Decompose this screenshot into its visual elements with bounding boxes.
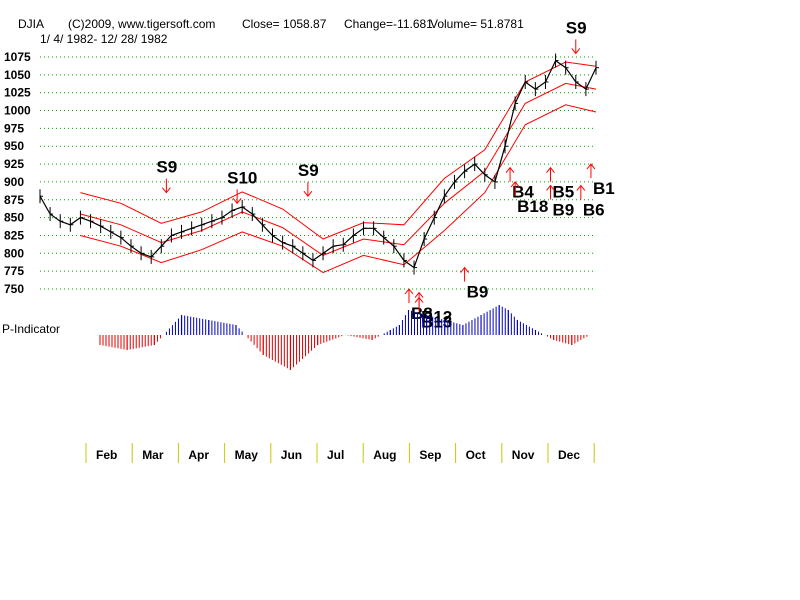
signal-label: S10	[227, 168, 257, 187]
copyright-text: (C)2009, www.tigersoft.com	[68, 17, 215, 31]
buy-arrow-head	[404, 288, 414, 295]
month-label: Sep	[419, 448, 441, 462]
month-label: May	[235, 448, 259, 462]
close-value: Close= 1058.87	[242, 17, 327, 31]
month-label: Oct	[466, 448, 486, 462]
y-tick-label: 1050	[4, 68, 31, 82]
symbol-label: DJIA	[18, 17, 44, 31]
y-tick-label: 1000	[4, 104, 31, 118]
buy-arrow-head	[546, 166, 555, 173]
y-tick-label: 875	[4, 193, 24, 207]
buy-arrow-head	[460, 266, 469, 273]
y-tick-label: 1025	[4, 86, 31, 100]
signal-label: S9	[298, 161, 319, 180]
price-series	[39, 53, 599, 275]
y-axis: 1075 1050 1025 1000 975 950 925 900 875 850 825 800…	[4, 50, 31, 296]
y-tick-label: 750	[4, 282, 24, 296]
month-label: Mar	[142, 448, 164, 462]
date-range: 1/ 4/ 1982- 12/ 28/ 1982	[40, 32, 168, 46]
buy-arrow-head	[414, 291, 424, 298]
y-tick-label: 900	[4, 175, 24, 189]
signal-label: B9	[467, 283, 489, 302]
buy-arrow-head	[505, 166, 515, 173]
indicator-label: P-Indicator	[2, 322, 60, 336]
lower-band-line	[80, 104, 597, 274]
buy-arrow-head	[510, 181, 520, 188]
signal-label: B1	[593, 179, 615, 198]
signal-label: B8	[411, 304, 433, 323]
y-tick-label: 825	[4, 228, 24, 242]
sell-arrow-head	[232, 198, 242, 205]
month-label: Dec	[558, 448, 580, 462]
buy-arrow-head	[546, 184, 555, 191]
sell-arrow-head	[303, 190, 313, 198]
y-tick-label: 850	[4, 211, 24, 225]
signal-label: S9	[156, 158, 177, 177]
sell-arrow-head	[571, 48, 581, 55]
month-axis: Feb Mar Apr May Jun Jul Aug Sep Oct Nov Dec	[85, 443, 595, 463]
month-label: Apr	[188, 448, 209, 462]
y-tick-label: 775	[4, 264, 24, 278]
y-tick-label: 925	[4, 157, 24, 171]
gridlines	[40, 56, 596, 290]
signal-label: B5	[553, 183, 575, 202]
sell-arrow-head	[161, 187, 171, 194]
signal-label: B18	[517, 197, 548, 216]
month-label: Nov	[512, 448, 535, 462]
buy-arrow-head	[576, 184, 586, 191]
month-label: Feb	[96, 448, 117, 462]
signal-label: B9	[553, 200, 575, 219]
buy-arrow-head	[414, 296, 424, 303]
signal-label: B6	[583, 200, 605, 219]
signal-label: S9	[566, 18, 587, 37]
signal-label: B4	[512, 183, 534, 202]
buy-arrow-head	[586, 163, 596, 170]
volume-value: Volume= 51.8781	[430, 17, 524, 31]
djia-price-line	[39, 59, 597, 269]
y-tick-label: 800	[4, 246, 24, 260]
month-label: Aug	[373, 448, 396, 462]
y-tick-label: 975	[4, 121, 24, 135]
month-label: Jul	[327, 448, 344, 462]
upper-band-line	[80, 61, 597, 240]
month-label: Jun	[281, 448, 302, 462]
change-value: Change=-11.681	[344, 17, 433, 31]
y-tick-label: 950	[4, 139, 24, 153]
p-indicator	[99, 305, 591, 370]
y-tick-label: 1075	[4, 50, 31, 64]
